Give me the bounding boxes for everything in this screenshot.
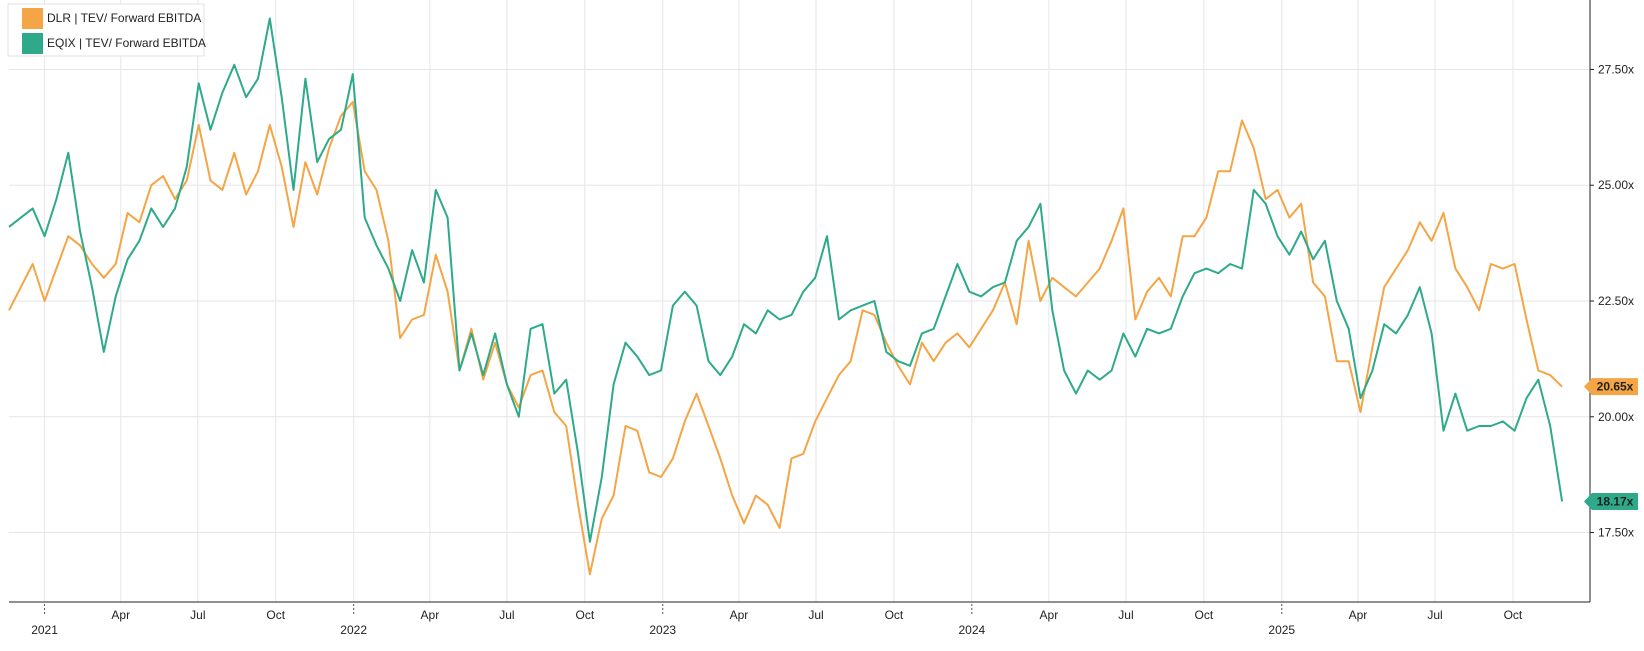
- legend-swatch-eqix: [22, 33, 43, 54]
- y-axis-ticks: 17.50x 20.00x 22.50x 25.00x 27.50x: [1590, 62, 1634, 540]
- legend-label-eqix: EQIX | TEV/ Forward EBITDA: [47, 36, 206, 50]
- y-tick-label: 20.00x: [1598, 410, 1634, 424]
- y-tick-label: 25.00x: [1598, 178, 1634, 192]
- x-tick-label: Jul: [190, 608, 205, 622]
- y-tick-label: 22.50x: [1598, 294, 1634, 308]
- end-value-tags: 20.65x 18.17x: [1584, 378, 1638, 511]
- x-tick-label: 2021: [31, 623, 58, 637]
- legend-item-dlr[interactable]: DLR | TEV/ Forward EBITDA: [22, 8, 201, 29]
- x-tick-label: Oct: [1195, 608, 1214, 622]
- x-tick-label: Apr: [730, 608, 749, 622]
- x-tick-label: 2024: [958, 623, 985, 637]
- x-tick-label: Oct: [266, 608, 285, 622]
- x-tick-label: Oct: [885, 608, 904, 622]
- x-tick-label: 2022: [340, 623, 367, 637]
- legend-item-eqix[interactable]: EQIX | TEV/ Forward EBITDA: [22, 33, 206, 54]
- x-tick-label: Jul: [1118, 608, 1133, 622]
- y-tick-label: 27.50x: [1598, 62, 1634, 76]
- legend: DLR | TEV/ Forward EBITDA EQIX | TEV/ Fo…: [7, 3, 206, 57]
- x-tick-label: 2023: [649, 623, 676, 637]
- x-tick-label: Apr: [1349, 608, 1368, 622]
- end-tag-eqix: [1584, 493, 1638, 511]
- x-axis-ticks: 2021 Apr Jul Oct 2022 Apr Jul Oct 2023 Apr Jul Oct 2…: [31, 604, 1523, 637]
- x-tick-label: Apr: [421, 608, 440, 622]
- x-tick-label: Apr: [111, 608, 130, 622]
- x-tick-label: Jul: [808, 608, 823, 622]
- end-tag-label-dlr: 20.65x: [1597, 380, 1634, 394]
- legend-swatch-dlr: [22, 8, 43, 29]
- x-tick-label: 2025: [1268, 623, 1295, 637]
- x-tick-label: Jul: [1427, 608, 1442, 622]
- x-tick-label: Jul: [499, 608, 514, 622]
- series-line-eqix: [8, 17, 1564, 543]
- end-tag-label-eqix: 18.17x: [1597, 495, 1634, 509]
- x-tick-label: Apr: [1040, 608, 1059, 622]
- x-tick-label: Oct: [575, 608, 594, 622]
- x-tick-label: Oct: [1504, 608, 1523, 622]
- end-tag-dlr: [1584, 378, 1638, 396]
- y-tick-label: 17.50x: [1598, 526, 1634, 540]
- series-line-dlr: [8, 100, 1563, 576]
- legend-label-dlr: DLR | TEV/ Forward EBITDA: [47, 11, 201, 25]
- series-layer: [8, 17, 1564, 576]
